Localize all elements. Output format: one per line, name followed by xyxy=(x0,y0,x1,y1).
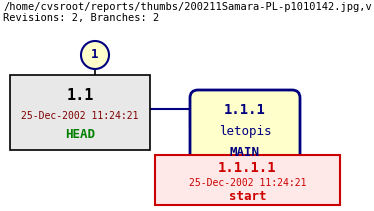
Text: 1.1.1.1: 1.1.1.1 xyxy=(218,161,277,174)
Text: start: start xyxy=(229,189,266,203)
Text: /home/cvsroot/reports/thumbs/200211Samara-PL-p1010142.jpg,v: /home/cvsroot/reports/thumbs/200211Samar… xyxy=(3,2,372,12)
Circle shape xyxy=(81,41,109,69)
Text: Revisions: 2, Branches: 2: Revisions: 2, Branches: 2 xyxy=(3,13,159,23)
Text: 25-Dec-2002 11:24:21: 25-Dec-2002 11:24:21 xyxy=(21,111,139,121)
FancyBboxPatch shape xyxy=(10,75,150,150)
FancyBboxPatch shape xyxy=(155,155,340,205)
Text: HEAD: HEAD xyxy=(65,128,95,142)
FancyBboxPatch shape xyxy=(190,90,300,170)
Text: 25-Dec-2002 11:24:21: 25-Dec-2002 11:24:21 xyxy=(189,177,306,188)
Text: MAIN: MAIN xyxy=(230,146,260,159)
Text: 1: 1 xyxy=(91,49,99,61)
Text: 1.1.1: 1.1.1 xyxy=(224,103,266,117)
Text: letopis: letopis xyxy=(219,125,271,138)
Text: 1.1: 1.1 xyxy=(66,88,94,104)
